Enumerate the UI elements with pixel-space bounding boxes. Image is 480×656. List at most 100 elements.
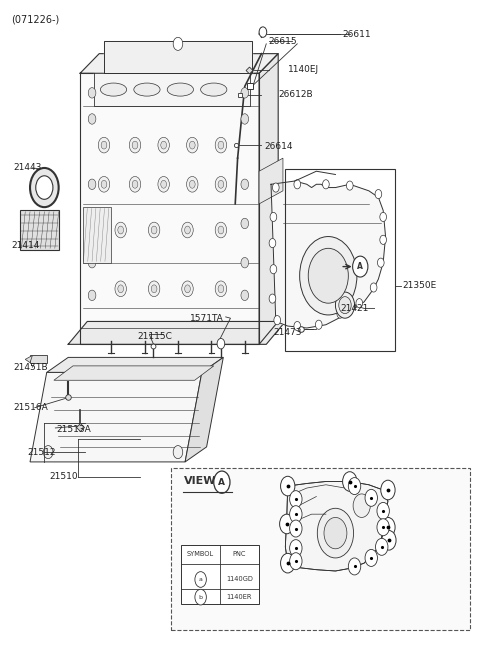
Text: 21512: 21512: [28, 447, 56, 457]
Text: 21421: 21421: [340, 304, 369, 313]
Ellipse shape: [100, 83, 127, 96]
Circle shape: [148, 281, 160, 297]
Circle shape: [215, 137, 227, 153]
Circle shape: [380, 213, 386, 222]
Text: 21350E: 21350E: [402, 281, 436, 290]
Text: 21473: 21473: [274, 328, 302, 337]
Circle shape: [375, 190, 382, 199]
Circle shape: [218, 285, 224, 293]
Circle shape: [336, 292, 355, 318]
Bar: [181, 545, 259, 604]
Circle shape: [241, 179, 249, 190]
Circle shape: [215, 281, 227, 297]
Text: A: A: [357, 262, 363, 271]
Circle shape: [88, 218, 96, 229]
Circle shape: [324, 518, 347, 549]
Text: 21451B: 21451B: [13, 363, 48, 372]
Circle shape: [148, 222, 160, 238]
Circle shape: [323, 180, 329, 189]
Text: 21516A: 21516A: [13, 403, 48, 412]
Text: a: a: [199, 577, 203, 582]
Circle shape: [308, 249, 348, 303]
Circle shape: [30, 168, 59, 207]
Circle shape: [270, 213, 277, 222]
Circle shape: [347, 181, 353, 190]
Circle shape: [132, 141, 138, 149]
Circle shape: [215, 176, 227, 192]
Ellipse shape: [167, 83, 193, 96]
Polygon shape: [80, 54, 278, 73]
Polygon shape: [80, 73, 259, 344]
Circle shape: [101, 141, 107, 149]
Circle shape: [115, 281, 126, 297]
Circle shape: [300, 237, 357, 315]
Text: 21513A: 21513A: [56, 424, 91, 434]
Circle shape: [195, 589, 206, 605]
Text: 1140EJ: 1140EJ: [288, 66, 319, 75]
Polygon shape: [54, 366, 214, 380]
Text: SYMBOL: SYMBOL: [187, 551, 214, 557]
Circle shape: [270, 264, 277, 274]
Text: 21115C: 21115C: [137, 332, 172, 341]
Polygon shape: [259, 54, 278, 344]
Circle shape: [241, 290, 249, 300]
Circle shape: [289, 506, 302, 523]
Polygon shape: [185, 358, 223, 462]
Circle shape: [182, 222, 193, 238]
Polygon shape: [285, 482, 388, 571]
Circle shape: [380, 236, 386, 245]
Circle shape: [241, 257, 249, 268]
Circle shape: [365, 489, 377, 506]
Circle shape: [218, 180, 224, 188]
Circle shape: [185, 285, 191, 293]
Circle shape: [289, 491, 302, 508]
Text: 21443: 21443: [13, 163, 42, 173]
Ellipse shape: [201, 83, 227, 96]
Circle shape: [348, 558, 361, 575]
Circle shape: [158, 176, 169, 192]
Circle shape: [274, 316, 281, 325]
Circle shape: [353, 256, 368, 277]
Circle shape: [218, 226, 224, 234]
Polygon shape: [21, 211, 59, 250]
Circle shape: [115, 222, 126, 238]
Circle shape: [241, 113, 249, 124]
Polygon shape: [259, 158, 283, 204]
Circle shape: [289, 520, 302, 537]
Circle shape: [161, 180, 167, 188]
Circle shape: [315, 320, 322, 329]
Circle shape: [348, 478, 361, 495]
Text: 1140GD: 1140GD: [226, 577, 253, 583]
Circle shape: [36, 176, 53, 199]
Circle shape: [173, 37, 183, 51]
Polygon shape: [30, 356, 47, 363]
Text: VIEW: VIEW: [184, 476, 216, 485]
Circle shape: [190, 141, 195, 149]
Circle shape: [182, 281, 193, 297]
Bar: [171, 468, 470, 630]
Circle shape: [317, 508, 354, 558]
Circle shape: [195, 571, 206, 587]
Circle shape: [118, 285, 123, 293]
Polygon shape: [271, 181, 385, 328]
Circle shape: [377, 258, 384, 267]
Circle shape: [273, 183, 279, 192]
Polygon shape: [68, 321, 285, 344]
Circle shape: [217, 338, 225, 349]
Circle shape: [88, 257, 96, 268]
Circle shape: [101, 180, 107, 188]
Ellipse shape: [43, 445, 53, 459]
Ellipse shape: [173, 445, 183, 459]
Text: (071226-): (071226-): [11, 14, 59, 24]
Polygon shape: [83, 207, 111, 262]
Circle shape: [343, 472, 357, 491]
Polygon shape: [47, 358, 223, 373]
Circle shape: [190, 180, 195, 188]
Ellipse shape: [134, 83, 160, 96]
Circle shape: [370, 283, 377, 292]
Polygon shape: [104, 41, 252, 73]
Circle shape: [129, 176, 141, 192]
Polygon shape: [30, 373, 202, 462]
Text: 1571TA: 1571TA: [190, 314, 224, 323]
Circle shape: [280, 514, 294, 534]
